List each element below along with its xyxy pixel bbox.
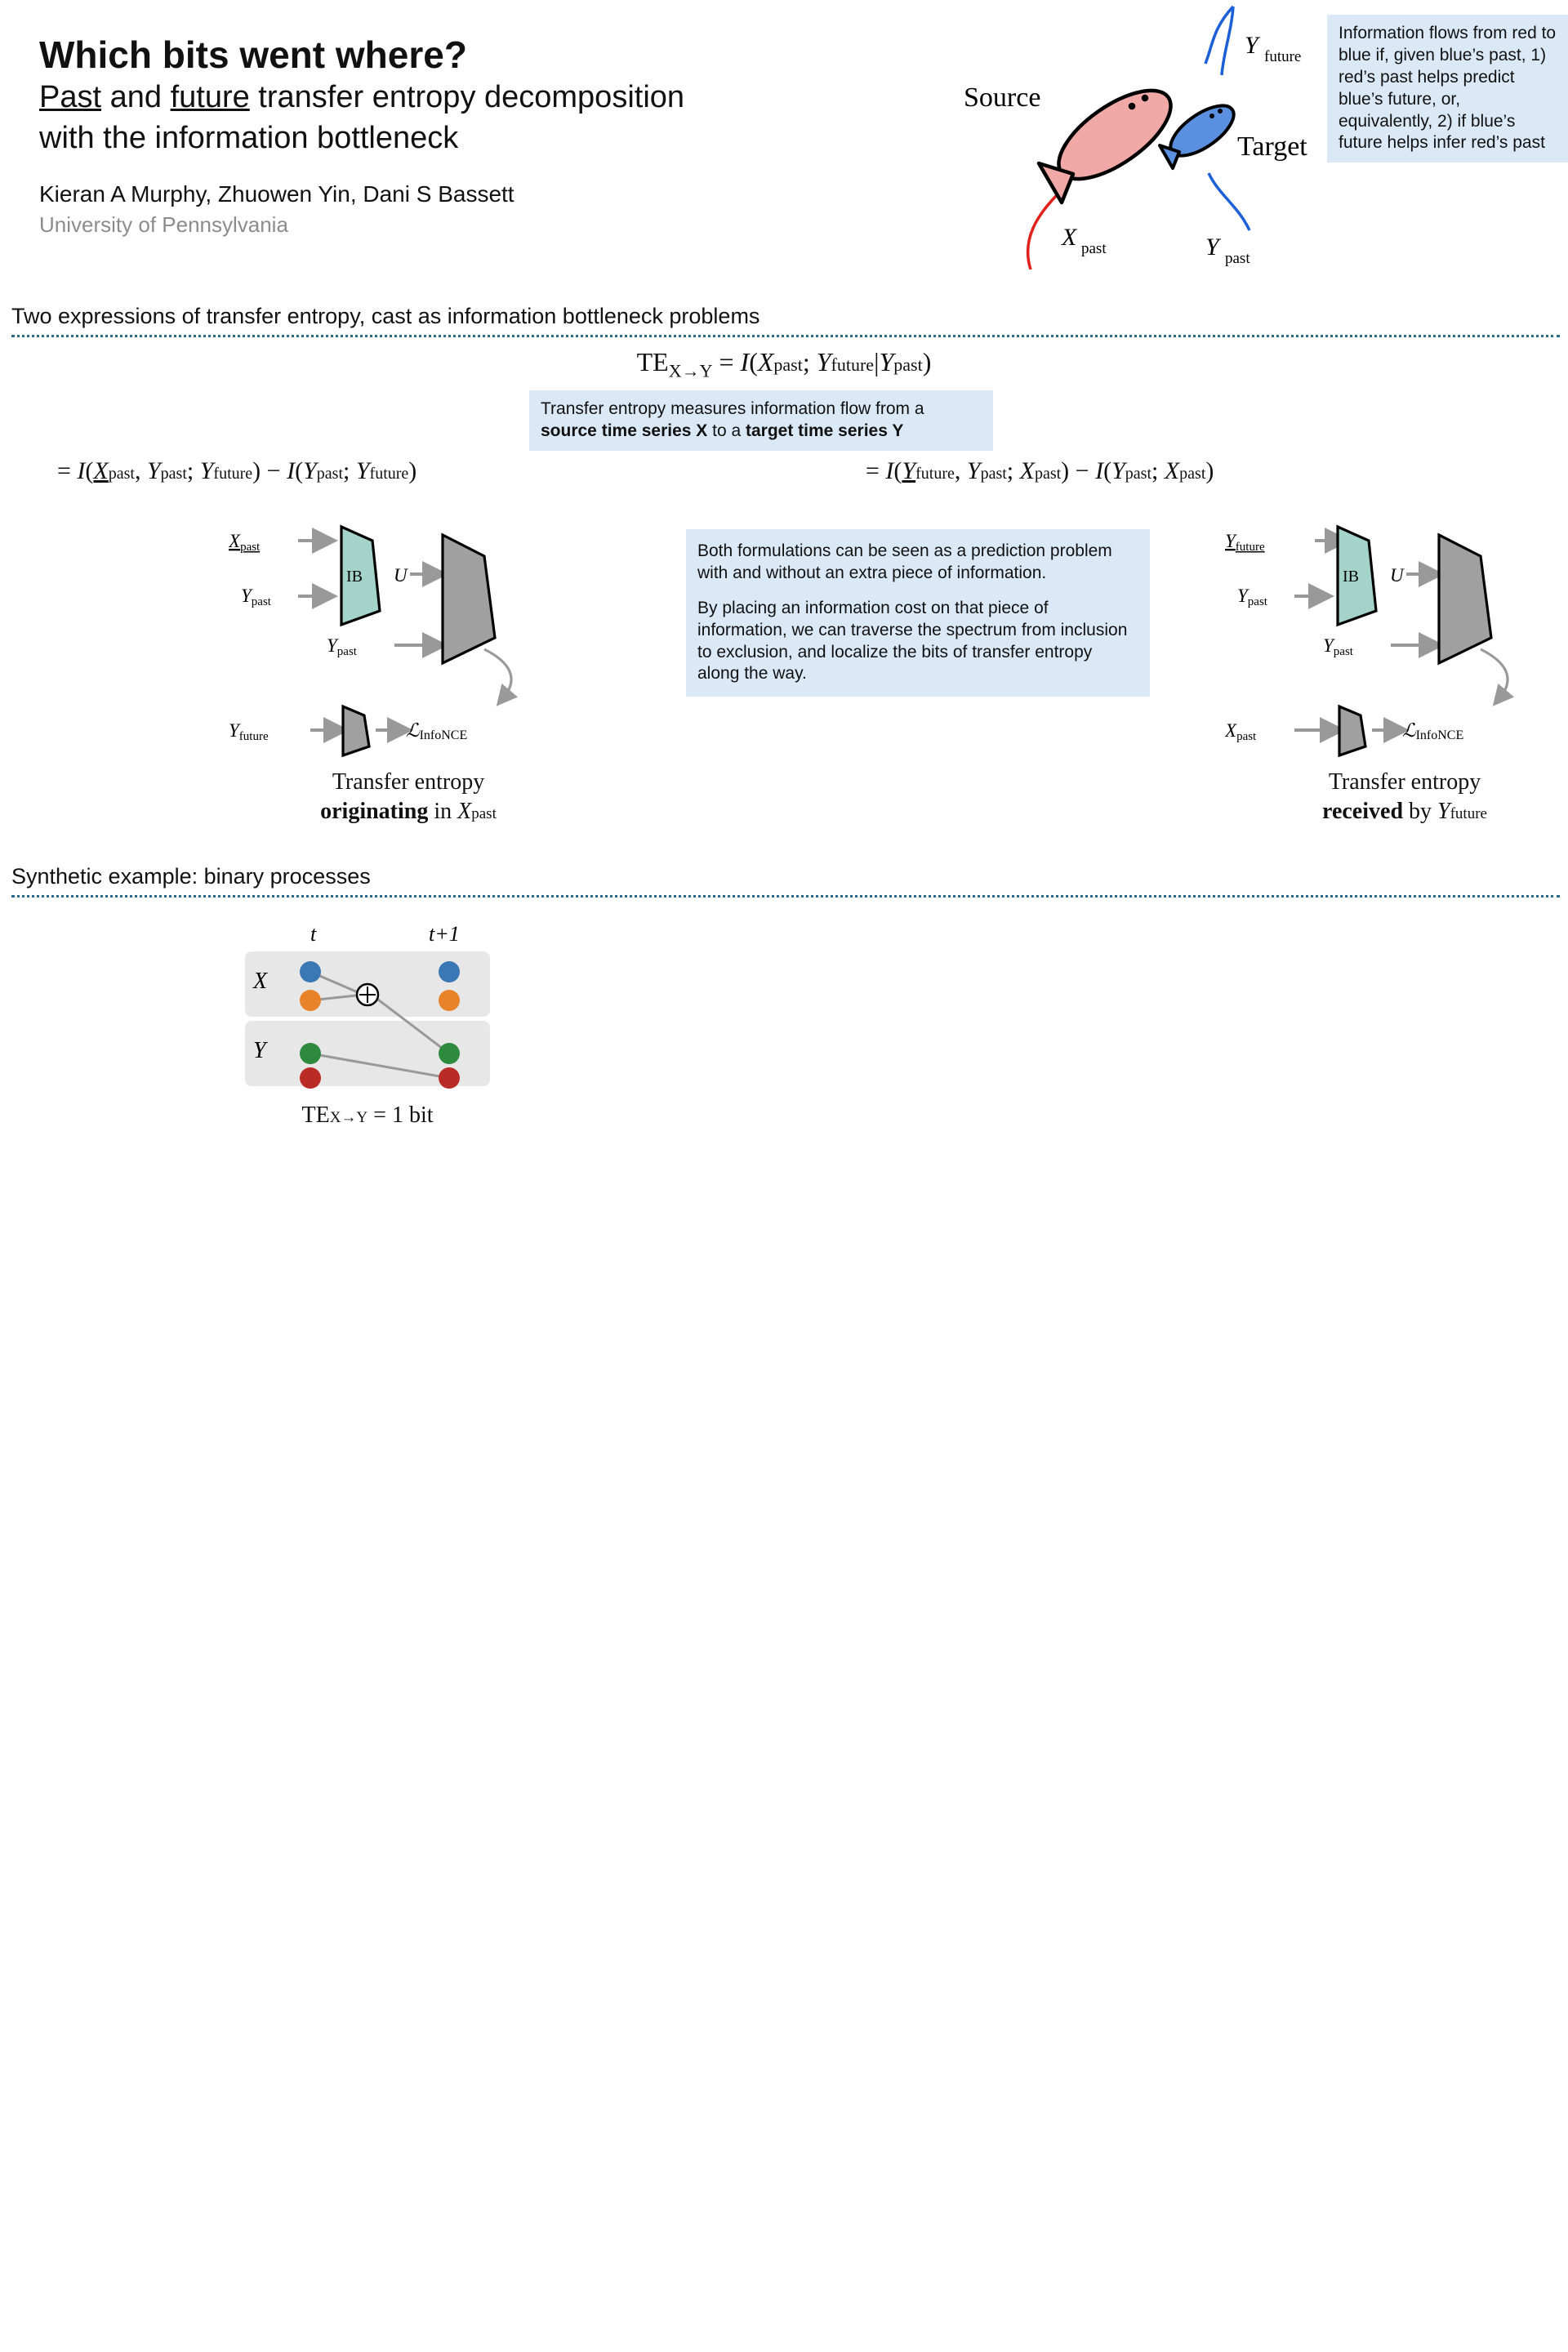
svg-text:Y: Y (1205, 234, 1222, 261)
svg-text:Ypast: Ypast (327, 635, 358, 658)
svg-text:Source: Source (964, 82, 1040, 113)
svg-text:Target: Target (1237, 131, 1307, 162)
svg-text:past: past (1081, 240, 1107, 257)
svg-text:X: X (252, 969, 268, 994)
svg-text:IB: IB (1343, 568, 1359, 586)
svg-text:IB: IB (346, 568, 363, 586)
svg-text:t+1: t+1 (429, 923, 460, 946)
svg-text:U: U (394, 565, 408, 586)
svg-text:past: past (1225, 250, 1250, 267)
svg-text:ℒInfoNCE: ℒInfoNCE (1402, 720, 1463, 742)
svg-text:future: future (1264, 48, 1301, 65)
svg-text:Ypast: Ypast (241, 586, 272, 608)
svg-text:U: U (1390, 565, 1405, 586)
svg-text:Y: Y (1245, 32, 1261, 59)
svg-text:Xpast: Xpast (229, 531, 261, 554)
svg-text:ℒInfoNCE: ℒInfoNCE (406, 720, 467, 742)
svg-text:X: X (1061, 224, 1078, 251)
svg-text:Yfuture: Yfuture (1225, 531, 1265, 554)
svg-text:Ypast: Ypast (1323, 635, 1354, 658)
svg-text:Yfuture: Yfuture (229, 720, 269, 743)
svg-text:Ypast: Ypast (1237, 586, 1268, 608)
svg-text:t: t (310, 923, 317, 946)
svg-text:Xpast: Xpast (1225, 720, 1257, 743)
